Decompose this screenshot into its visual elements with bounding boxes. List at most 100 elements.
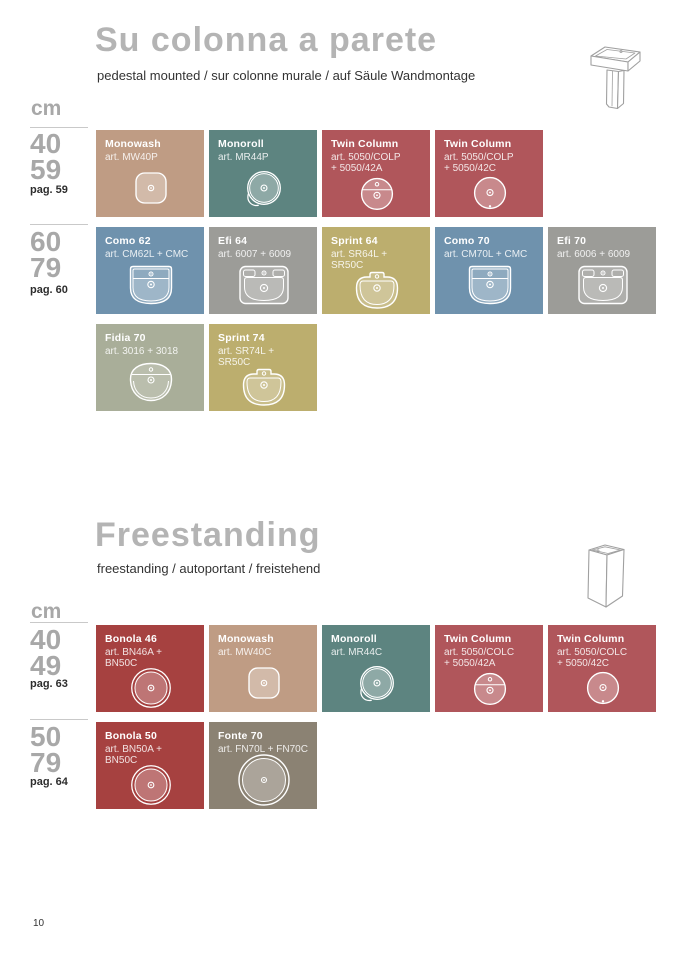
product-art-code: art. 5050/COLP + 5050/42A [331,151,401,175]
product-card: Monowash art. MW40C [209,625,317,712]
basin-icon-wrap [331,175,422,213]
product-art-code: art. 6006 + 6009 [557,248,631,260]
product-art-code: art. BN46A + BN50C [105,646,162,670]
product-art-code: art. 6007 + 6009 [218,248,292,260]
como-basin-icon [462,262,518,308]
sprint-basin-icon [236,364,292,410]
product-name: Sprint 64 [331,235,378,247]
product-card: Fonte 70 art. FN70L + FN70C [209,722,317,809]
basin-icon-wrap [105,260,196,309]
pedestal-washbasin-drawing [590,46,641,110]
product-name: Fidia 70 [105,332,146,344]
sprint-basin-icon [349,267,405,313]
page-reference: pag. 59 [30,184,68,196]
page-reference: pag. 64 [30,776,68,788]
product-name: Monowash [105,138,161,150]
twin-column-42a-basin-icon [468,666,512,710]
basin-icon-wrap [105,767,196,805]
product-art-code: art. MR44P [218,151,269,163]
page-reference: pag. 63 [30,678,68,690]
freestanding-washbasin-drawing [587,544,625,608]
separator-line [30,719,88,720]
product-name: Como 62 [105,235,151,247]
size-range-to: 79 [30,252,62,283]
size-group-row: Como 62 art. CM62L + CMC Efi 64 art. 600… [96,227,656,314]
product-card: Bonola 50 art. BN50A + BN50C [96,722,204,809]
efi-basin-icon [575,262,631,308]
product-art-code: art. CM70L + CMC [444,248,528,260]
efi-basin-icon [236,262,292,308]
product-name: Monoroll [218,138,264,150]
product-art-code: art. SR64L + SR50C [331,248,388,272]
product-name: Bonola 50 [105,730,157,742]
basin-icon-wrap [218,163,309,212]
product-art-code: art. BN50A + BN50C [105,743,162,767]
size-range-to: 59 [30,154,62,185]
size-group-row: Monowash art. MW40P Monoroll art. MR44P … [96,130,543,217]
basin-icon-wrap [557,260,648,309]
product-name: Fonte 70 [218,730,263,742]
basin-icon-wrap [444,260,535,309]
basin-icon-wrap [331,658,422,707]
product-name: Monoroll [331,633,377,645]
section-title: Su colonna a parete [95,21,438,59]
product-art-code: art. MW40P [105,151,158,163]
basin-icon-wrap [331,272,422,310]
bonola-basin-icon [129,763,173,807]
twin-column-42a-basin-icon [355,171,399,215]
page-number: 10 [33,918,45,929]
product-name: Efi 70 [557,235,587,247]
product-art-code: art. MR44C [331,646,383,658]
product-card: Como 70 art. CM70L + CMC [435,227,543,314]
product-card: Bonola 46 art. BN46A + BN50C [96,625,204,712]
basin-icon-wrap [218,369,309,407]
product-card: Monoroll art. MR44P [209,130,317,217]
product-card: Efi 64 art. 6007 + 6009 [209,227,317,314]
product-name: Bonola 46 [105,633,157,645]
product-card: Monoroll art. MR44C [322,625,430,712]
unit-label: cm [31,600,62,623]
page-reference: pag. 60 [30,284,68,296]
size-range-from: 50 [30,721,62,752]
product-art-code: art. 5050/COLC + 5050/42C [557,646,628,670]
monowash-basin-icon [244,663,284,703]
product-name: Efi 64 [218,235,248,247]
product-card: Twin Column art. 5050/COLC + 5050/42A [435,625,543,712]
product-art-code: art. FN70L + FN70C [218,743,308,755]
size-range-to: 49 [30,650,62,681]
fonte-basin-icon [236,752,292,808]
size-range-to: 79 [30,747,62,778]
product-name: Twin Column [444,138,512,150]
basin-icon-wrap [444,670,535,708]
product-name: Twin Column [444,633,512,645]
section-title: Freestanding [95,516,321,554]
product-art-code: art. SR74L + SR50C [218,345,275,369]
size-range-from: 40 [30,128,62,159]
size-group-row: Bonola 46 art. BN46A + BN50C Monowash ar… [96,625,656,712]
monowash-basin-icon [131,168,171,208]
product-art-code: art. MW40C [218,646,272,658]
product-card: Twin Column art. 5050/COLP + 5050/42C [435,130,543,217]
size-range-from: 60 [30,226,62,257]
basin-icon-wrap [218,658,309,707]
product-art-code: art. 5050/COLC + 5050/42A [444,646,515,670]
product-name: Como 70 [444,235,490,247]
twin-column-42c-basin-icon [581,666,625,710]
product-art-code: art. 3016 + 3018 [105,345,179,357]
basin-icon-wrap [444,175,535,213]
size-range-from: 40 [30,624,62,655]
product-art-code: art. CM62L + CMC [105,248,189,260]
section-subtitle: pedestal mounted / sur colonne murale / … [97,68,476,83]
basin-icon-wrap [557,670,648,708]
fidia-basin-icon [123,359,179,405]
basin-icon-wrap [218,755,309,804]
product-card: Efi 70 art. 6006 + 6009 [548,227,656,314]
product-name: Twin Column [331,138,399,150]
product-card: Sprint 74 art. SR74L + SR50C [209,324,317,411]
twin-column-42c-basin-icon [468,171,512,215]
product-name: Monowash [218,633,274,645]
product-card: Twin Column art. 5050/COLP + 5050/42A [322,130,430,217]
product-card: Fidia 70 art. 3016 + 3018 [96,324,204,411]
product-card: Sprint 64 art. SR64L + SR50C [322,227,430,314]
como-basin-icon [123,262,179,308]
